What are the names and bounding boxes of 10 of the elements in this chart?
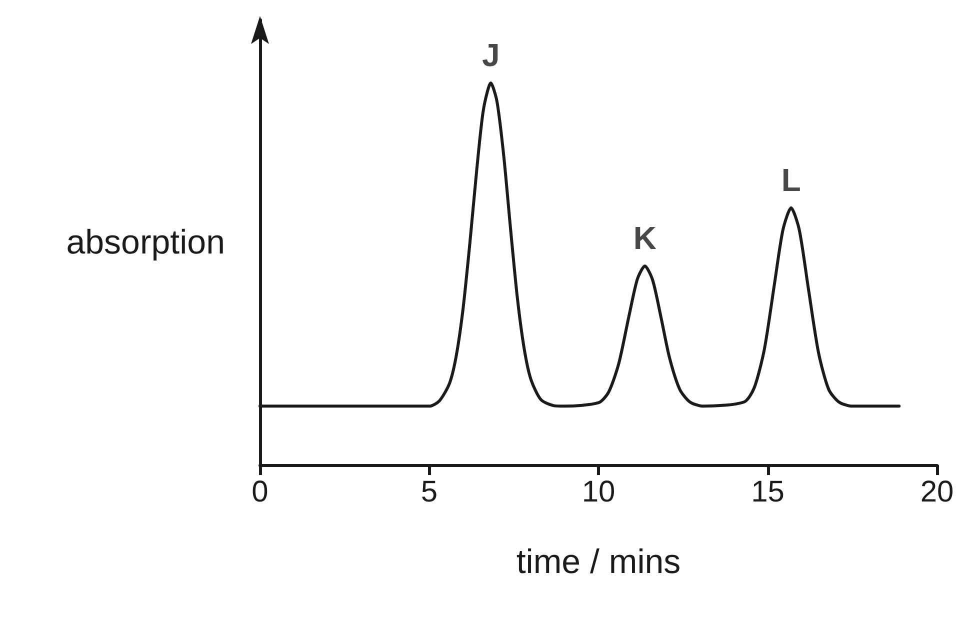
annotation: K bbox=[633, 220, 656, 256]
x-axis-title: time / mins bbox=[516, 543, 681, 581]
x-tick-label: 15 bbox=[751, 476, 784, 508]
x-tick-label: 0 bbox=[252, 476, 268, 508]
x-tick-label: 5 bbox=[420, 476, 438, 508]
annotation: J bbox=[482, 37, 500, 74]
y-axis-title: absorption bbox=[66, 224, 225, 262]
annotation: L bbox=[781, 162, 801, 198]
x-tick-label: 20 bbox=[920, 476, 954, 508]
x-tick-label: 10 bbox=[582, 476, 616, 508]
